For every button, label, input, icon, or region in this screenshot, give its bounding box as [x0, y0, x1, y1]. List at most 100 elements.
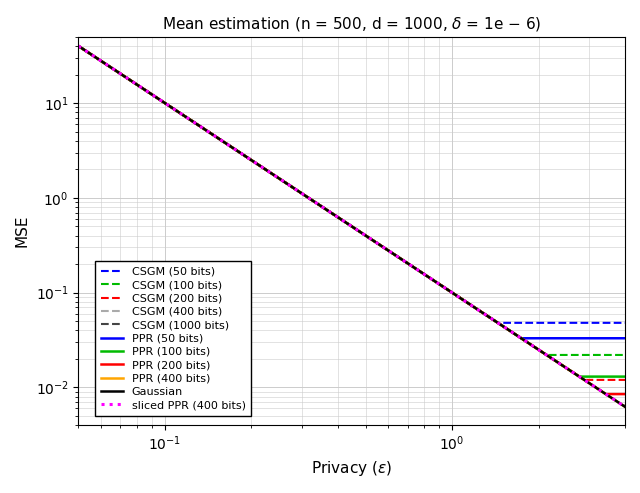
CSGM (400 bits)	[75, 43, 83, 49]
CSGM (200 bits)	[322, 206, 330, 212]
PPR (400 bits)	[397, 256, 404, 262]
CSGM (50 bits)	[621, 320, 629, 326]
CSGM (1000 bits)	[75, 43, 83, 49]
Line: PPR (200 bits): PPR (200 bits)	[79, 46, 625, 394]
Gaussian	[322, 206, 330, 212]
PPR (400 bits)	[322, 206, 330, 212]
PPR (200 bits)	[397, 256, 404, 262]
Gaussian	[621, 404, 629, 410]
PPR (50 bits)	[621, 335, 629, 341]
CSGM (200 bits)	[440, 284, 447, 290]
PPR (400 bits)	[75, 43, 83, 49]
sliced PPR (400 bits)	[621, 404, 629, 410]
PPR (400 bits)	[172, 107, 179, 113]
CSGM (100 bits)	[215, 136, 223, 141]
Gaussian	[397, 256, 404, 262]
PPR (100 bits)	[397, 256, 404, 262]
CSGM (100 bits)	[397, 256, 404, 262]
PPR (200 bits)	[215, 136, 223, 141]
CSGM (1000 bits)	[172, 107, 179, 113]
PPR (200 bits)	[440, 284, 447, 290]
PPR (100 bits)	[440, 284, 447, 290]
PPR (50 bits)	[486, 315, 494, 320]
CSGM (50 bits)	[322, 206, 330, 212]
PPR (50 bits)	[75, 43, 83, 49]
Line: PPR (400 bits): PPR (400 bits)	[79, 46, 625, 407]
sliced PPR (400 bits)	[322, 206, 330, 212]
CSGM (1000 bits)	[322, 206, 330, 212]
Line: CSGM (100 bits): CSGM (100 bits)	[79, 46, 625, 355]
PPR (100 bits)	[575, 374, 583, 380]
Gaussian	[440, 284, 447, 290]
PPR (50 bits)	[518, 335, 525, 341]
sliced PPR (400 bits)	[75, 43, 83, 49]
PPR (100 bits)	[322, 206, 330, 212]
CSGM (200 bits)	[621, 377, 629, 383]
Y-axis label: MSE: MSE	[15, 215, 30, 247]
CSGM (100 bits)	[75, 43, 83, 49]
CSGM (1000 bits)	[621, 404, 629, 410]
PPR (100 bits)	[75, 43, 83, 49]
sliced PPR (400 bits)	[215, 136, 223, 141]
CSGM (50 bits)	[75, 43, 83, 49]
CSGM (100 bits)	[440, 284, 447, 290]
Line: CSGM (1000 bits): CSGM (1000 bits)	[79, 46, 625, 407]
PPR (100 bits)	[215, 136, 223, 141]
PPR (50 bits)	[322, 206, 330, 212]
PPR (200 bits)	[486, 315, 494, 320]
CSGM (200 bits)	[581, 377, 589, 383]
PPR (400 bits)	[440, 284, 447, 290]
sliced PPR (400 bits)	[397, 256, 404, 262]
CSGM (400 bits)	[620, 402, 627, 408]
CSGM (100 bits)	[172, 107, 179, 113]
CSGM (400 bits)	[215, 136, 223, 141]
PPR (200 bits)	[172, 107, 179, 113]
CSGM (50 bits)	[440, 284, 447, 290]
CSGM (200 bits)	[397, 256, 404, 262]
CSGM (1000 bits)	[486, 315, 494, 320]
PPR (50 bits)	[215, 136, 223, 141]
PPR (400 bits)	[486, 315, 494, 320]
CSGM (400 bits)	[440, 284, 447, 290]
Legend: CSGM (50 bits), CSGM (100 bits), CSGM (200 bits), CSGM (400 bits), CSGM (1000 bi: CSGM (50 bits), CSGM (100 bits), CSGM (2…	[95, 261, 251, 416]
CSGM (50 bits)	[172, 107, 179, 113]
CSGM (1000 bits)	[397, 256, 404, 262]
Title: Mean estimation (n = 500, d = 1000, $\delta$ = 1e $-$ 6): Mean estimation (n = 500, d = 1000, $\de…	[162, 15, 541, 33]
CSGM (200 bits)	[215, 136, 223, 141]
CSGM (400 bits)	[486, 315, 494, 320]
Line: CSGM (50 bits): CSGM (50 bits)	[79, 46, 625, 323]
CSGM (1000 bits)	[440, 284, 447, 290]
CSGM (400 bits)	[172, 107, 179, 113]
CSGM (200 bits)	[75, 43, 83, 49]
CSGM (100 bits)	[486, 315, 494, 320]
PPR (400 bits)	[621, 404, 629, 410]
PPR (50 bits)	[172, 107, 179, 113]
Line: PPR (50 bits): PPR (50 bits)	[79, 46, 625, 338]
Line: CSGM (400 bits): CSGM (400 bits)	[79, 46, 625, 405]
sliced PPR (400 bits)	[172, 107, 179, 113]
PPR (200 bits)	[75, 43, 83, 49]
Gaussian	[172, 107, 179, 113]
Line: sliced PPR (400 bits): sliced PPR (400 bits)	[79, 46, 625, 407]
PPR (50 bits)	[440, 284, 447, 290]
CSGM (400 bits)	[322, 206, 330, 212]
PPR (200 bits)	[322, 206, 330, 212]
CSGM (400 bits)	[621, 402, 629, 408]
CSGM (50 bits)	[486, 315, 494, 320]
Line: CSGM (200 bits): CSGM (200 bits)	[79, 46, 625, 380]
CSGM (200 bits)	[172, 107, 179, 113]
CSGM (50 bits)	[215, 136, 223, 141]
CSGM (50 bits)	[397, 256, 404, 262]
CSGM (50 bits)	[494, 320, 502, 326]
PPR (100 bits)	[172, 107, 179, 113]
PPR (200 bits)	[602, 391, 610, 397]
Gaussian	[486, 315, 494, 320]
PPR (400 bits)	[215, 136, 223, 141]
CSGM (400 bits)	[397, 256, 404, 262]
Line: PPR (100 bits): PPR (100 bits)	[79, 46, 625, 377]
PPR (100 bits)	[486, 315, 494, 320]
CSGM (200 bits)	[486, 315, 494, 320]
CSGM (100 bits)	[621, 352, 629, 358]
PPR (200 bits)	[621, 391, 629, 397]
Gaussian	[215, 136, 223, 141]
